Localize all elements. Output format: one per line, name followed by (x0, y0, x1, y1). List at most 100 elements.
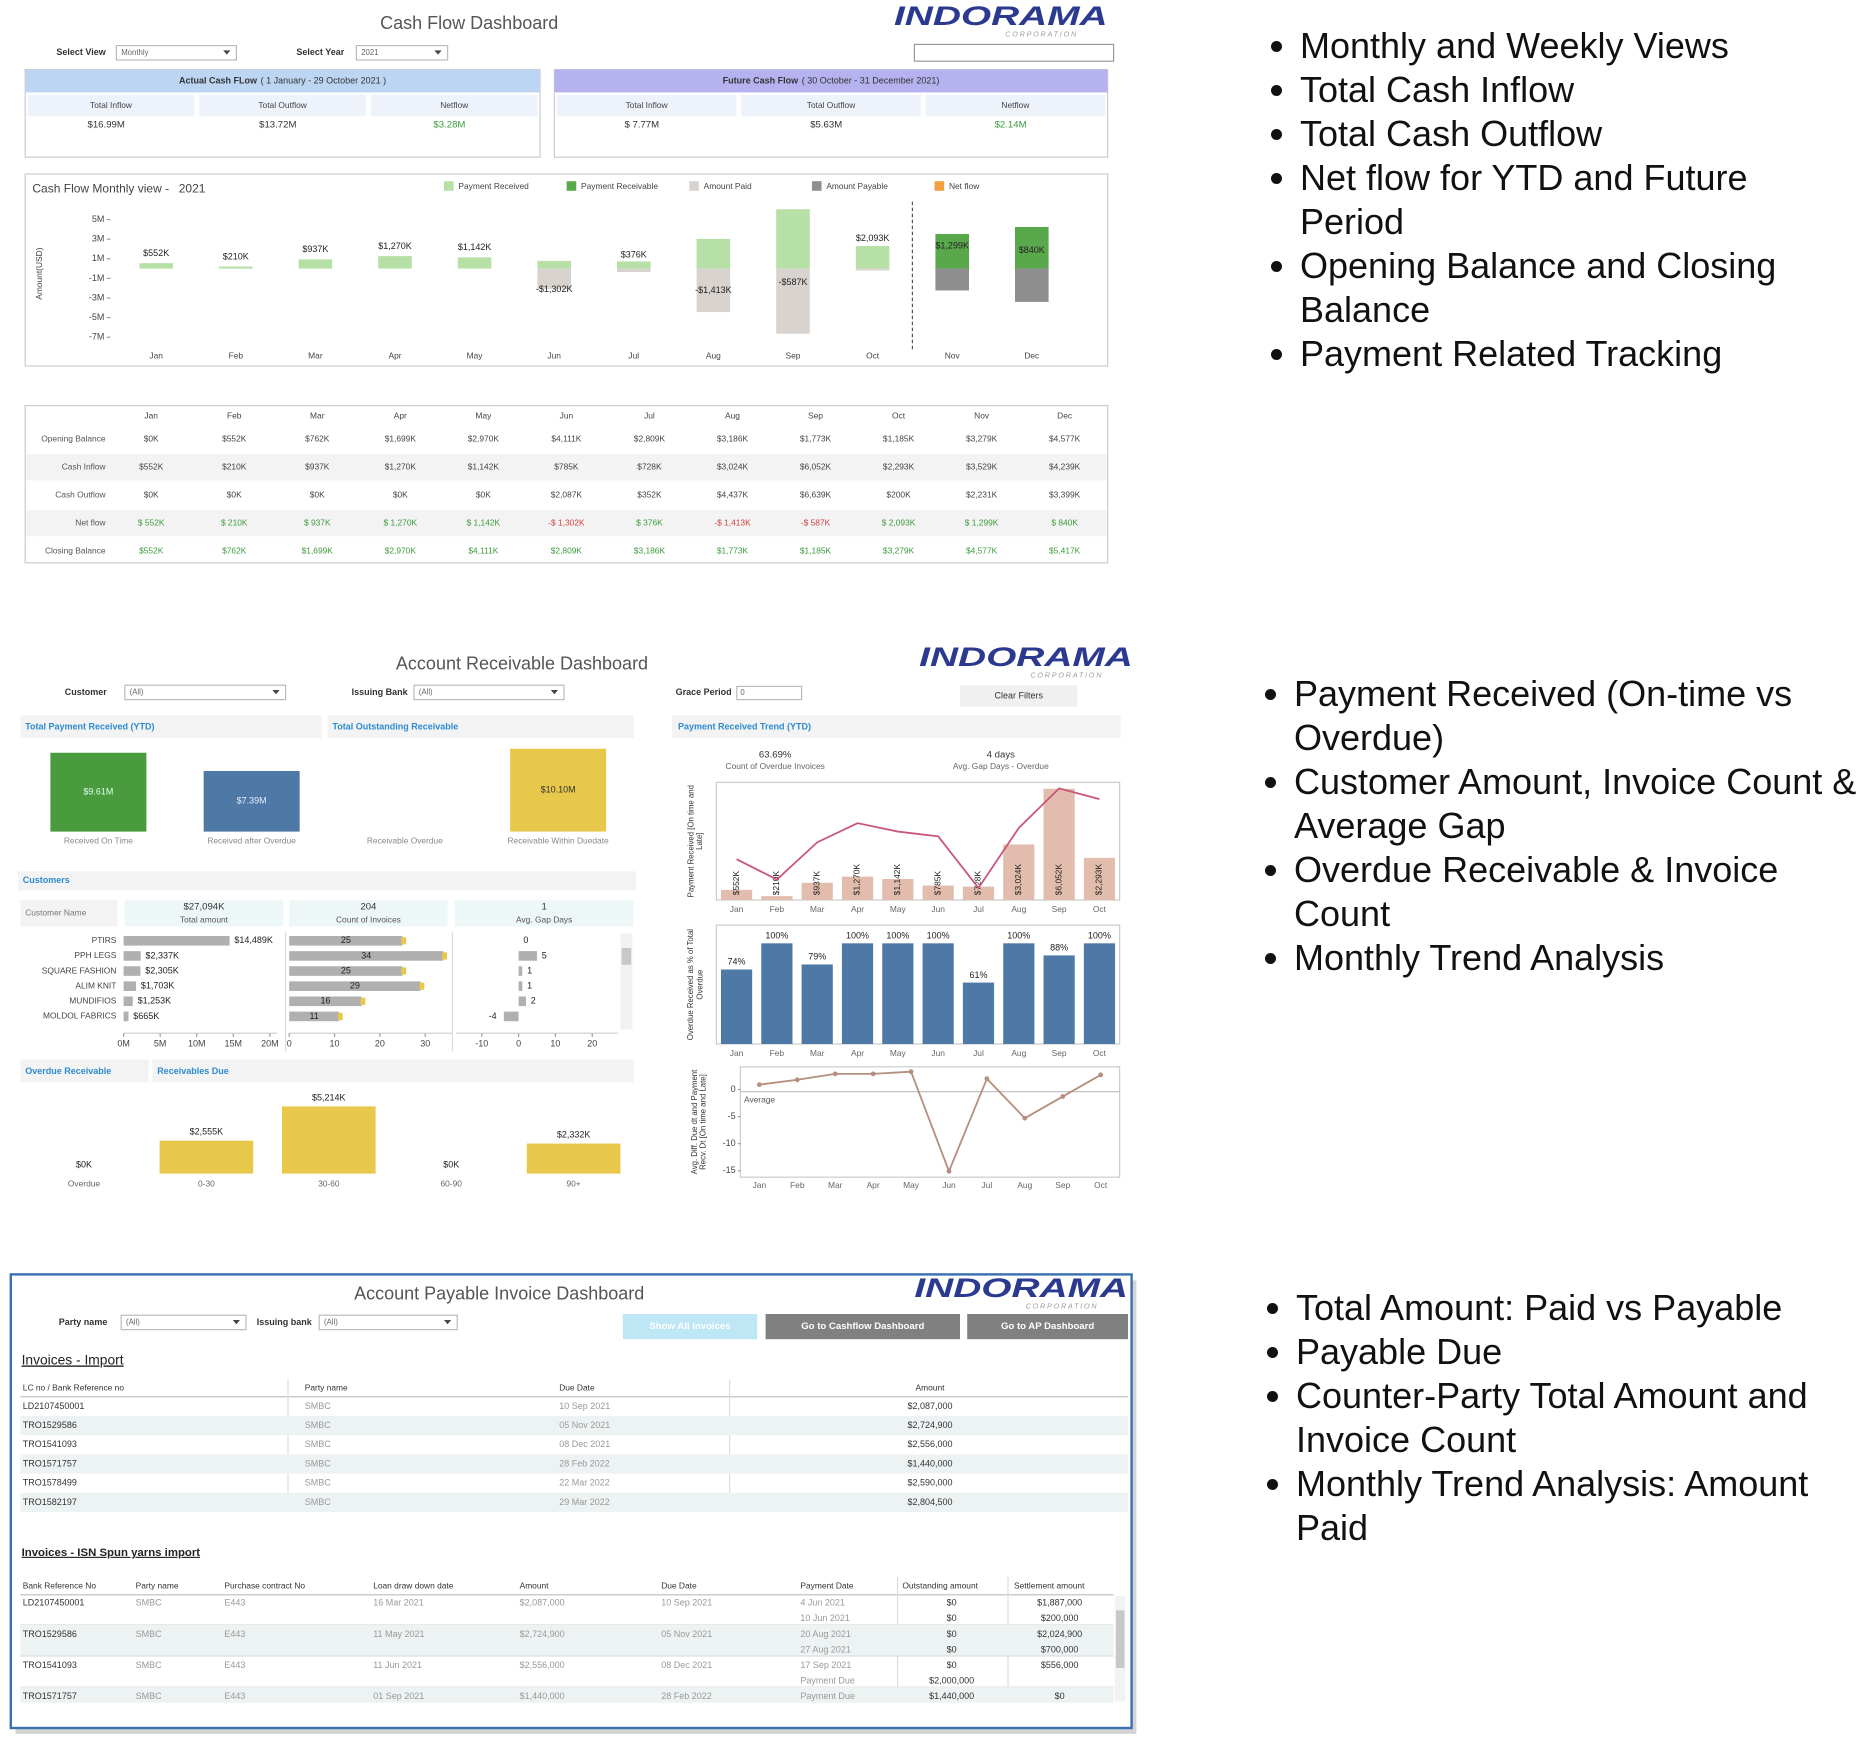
table-cell: E443 (224, 1629, 245, 1639)
x-tick-label: Apr (388, 351, 401, 361)
scrollbar-thumb[interactable] (621, 948, 632, 965)
bar (617, 268, 651, 273)
table-header: Mar (310, 411, 325, 421)
bar (841, 943, 874, 1045)
table-cell: 28 Feb 2022 (661, 1691, 712, 1701)
table-cell: SMBC (136, 1598, 163, 1608)
dropdown[interactable] (124, 684, 287, 701)
bar (518, 966, 523, 976)
table-cell: $4,111K (551, 433, 581, 443)
logo: INDORAMA (894, 1, 1108, 31)
dropdown[interactable] (318, 1314, 458, 1331)
bar (801, 964, 833, 1045)
nav-button[interactable] (622, 1314, 758, 1340)
data-label: 2 (531, 996, 536, 1006)
data-label: 29 (350, 981, 360, 991)
chart-title: Cash Flow Monthly view - 2021 (32, 182, 205, 196)
dropdown[interactable] (115, 45, 238, 61)
x-tick-label: Receivable Within Duedate (508, 835, 610, 845)
bar (510, 748, 607, 832)
x-tick-label: Jun (931, 1048, 945, 1058)
data-label: 79% (808, 952, 826, 962)
dropdown[interactable] (413, 684, 565, 701)
bar (696, 268, 731, 313)
table-cell: -$ 1,413K (714, 517, 751, 527)
filter-label: Select View (56, 47, 106, 57)
table-cell: $0 (947, 1660, 957, 1670)
column-header: Bank Reference No (23, 1581, 97, 1591)
bar (696, 238, 731, 269)
data-label: -$587K (778, 277, 807, 287)
nav-button[interactable] (765, 1314, 961, 1340)
data-label: 34 (361, 950, 371, 960)
kpi-value: $5.63M (810, 119, 842, 130)
bar (289, 936, 403, 946)
section-title: Invoices - ISN Spun yarns import (22, 1547, 201, 1559)
point (908, 1069, 914, 1075)
dashboard-title: Account Payable Invoice Dashboard (354, 1284, 644, 1304)
x-tick-label: Apr (867, 1180, 880, 1190)
point (832, 1071, 838, 1077)
table-cell: 08 Dec 2021 (661, 1660, 712, 1670)
input-box[interactable] (736, 685, 803, 701)
data-label: 25 (341, 965, 351, 975)
kpi-label-box (199, 94, 367, 117)
x-tick-label: 0 (287, 1038, 292, 1048)
bar (203, 770, 300, 832)
bullet-item: Payment Received (On-time vs Overdue) (1294, 672, 1870, 760)
table-cell: $1,440,000 (907, 1458, 952, 1468)
legend-label: Net flow (949, 181, 980, 191)
x-tick-label: 30-60 (318, 1179, 340, 1189)
table-cell: TRO1571757 (23, 1458, 77, 1468)
kpi-value: $13.72M (259, 119, 296, 130)
data-label: 100% (765, 930, 788, 940)
table-cell: $0 (947, 1598, 957, 1608)
bar (841, 876, 874, 901)
table-cell: $1,440,000 (520, 1691, 565, 1701)
table-cell: $552K (222, 433, 247, 443)
clear-filters-button[interactable] (960, 685, 1078, 707)
bullet-item: Payable Due (1296, 1330, 1870, 1374)
kpi-label: Count of Overdue Invoices (726, 761, 825, 771)
scrollbar-thumb[interactable] (1116, 1610, 1125, 1669)
panel-header (20, 715, 322, 739)
table-cell: $ 840K (1051, 517, 1078, 527)
column-header: Amount (520, 1581, 550, 1591)
table-cell: $200K (886, 489, 911, 499)
table-cell: SMBC (305, 1478, 332, 1488)
table-header: Jun (560, 411, 574, 421)
x-tick-label: Feb (770, 1048, 785, 1058)
kpi-label: Total Inflow (626, 100, 669, 110)
table-row-band (20, 1454, 1129, 1474)
table-cell: $2,970K (468, 433, 500, 443)
data-label: 1 (527, 965, 532, 975)
table-header: Jul (644, 411, 655, 421)
data-label: $9.61M (83, 787, 113, 797)
panel-header (18, 871, 637, 891)
data-label: 61% (969, 970, 987, 980)
x-tick-label: Mar (828, 1180, 843, 1190)
dropdown-arrow (272, 690, 280, 695)
legend-label: Amount Payable (826, 181, 888, 191)
nav-button[interactable] (967, 1314, 1129, 1340)
point (756, 1082, 762, 1088)
bar (289, 951, 444, 961)
bar (935, 233, 970, 269)
bar (882, 943, 914, 1045)
bar (123, 996, 133, 1007)
table-cell: $762K (222, 545, 247, 555)
y-tick-label: -5 (728, 1111, 736, 1121)
x-tick-label: Oct (1093, 1048, 1107, 1058)
dropdown[interactable] (120, 1314, 247, 1331)
data-label: 0 (523, 935, 528, 945)
table-cell: $0K (310, 489, 325, 499)
table-cell: SMBC (136, 1691, 163, 1701)
kpi-value: $ 7.77M (624, 119, 659, 130)
x-tick-label: Feb (229, 351, 244, 361)
summary-title-main: Future Cash Flow (723, 76, 800, 86)
dropdown-arrow (223, 50, 231, 55)
dropdown[interactable] (355, 45, 449, 61)
table-cell: -$ 1,302K (548, 517, 585, 527)
bar (776, 209, 810, 269)
